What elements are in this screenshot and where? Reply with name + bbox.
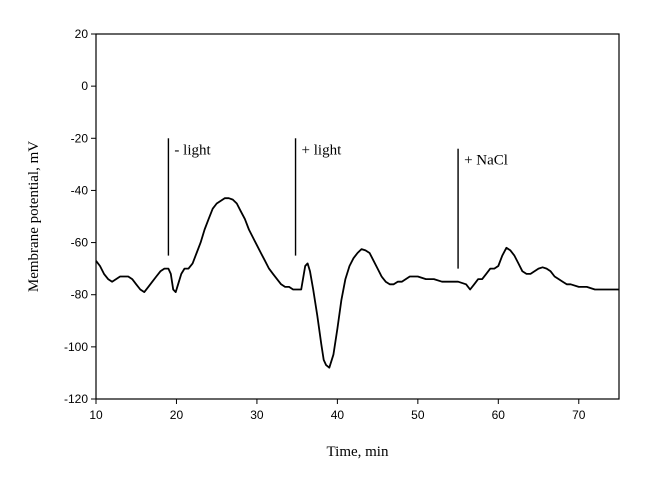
annotations: - light + light + NaCl bbox=[167, 138, 508, 269]
membrane-potential-trace bbox=[95, 197, 619, 369]
x-axis: 10 20 30 40 50 60 70 bbox=[89, 399, 586, 422]
plot-area bbox=[95, 33, 620, 400]
y-tick-label: 20 bbox=[75, 27, 89, 41]
y-tick-label: -100 bbox=[64, 340, 88, 354]
x-tick-label: 20 bbox=[170, 408, 184, 422]
x-tick-label: 10 bbox=[89, 408, 103, 422]
x-tick-label: 40 bbox=[331, 408, 345, 422]
x-tick-label: 50 bbox=[411, 408, 425, 422]
y-tick-label: -40 bbox=[71, 183, 89, 197]
y-tick-label: 0 bbox=[81, 79, 88, 93]
plot-border bbox=[95, 33, 620, 400]
y-axis: 20 0 -20 -40 -60 -80 -100 -120 bbox=[64, 27, 96, 406]
y-axis-title: Membrane potential, mV bbox=[26, 141, 42, 292]
y-tick-label: -120 bbox=[64, 392, 88, 406]
annotation-label: + light bbox=[302, 142, 343, 158]
x-tick-label: 30 bbox=[250, 408, 264, 422]
x-tick-label: 60 bbox=[492, 408, 506, 422]
y-tick-label: -20 bbox=[71, 131, 89, 145]
annotation-label: - light bbox=[174, 142, 211, 158]
annotation-label: + NaCl bbox=[464, 153, 508, 169]
y-tick-label: -60 bbox=[71, 236, 89, 250]
y-tick-label: -80 bbox=[71, 288, 89, 302]
x-tick-label: 70 bbox=[572, 408, 586, 422]
x-axis-title: Time, min bbox=[327, 444, 389, 460]
